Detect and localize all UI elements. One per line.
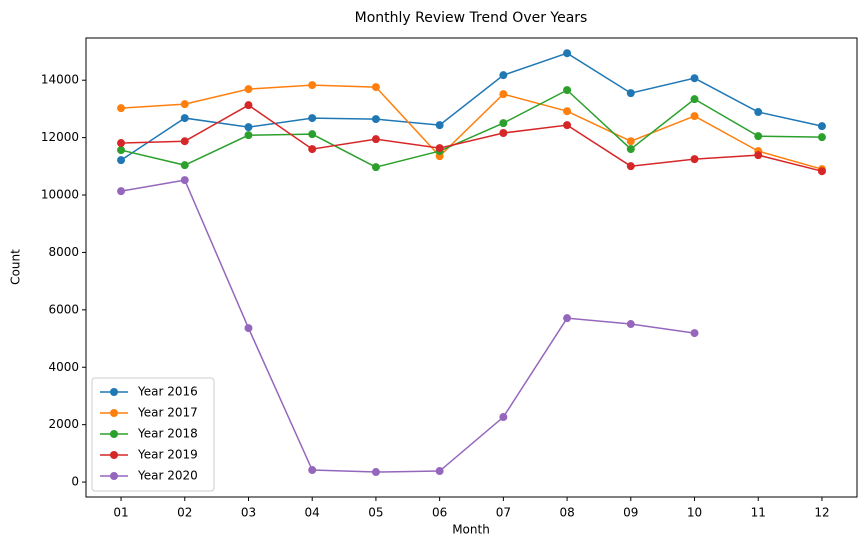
x-tick-label: 01 [113,506,128,520]
point [308,130,317,139]
legend-label: Year 2019 [137,448,198,462]
x-tick-label: 12 [814,506,829,520]
series-line [120,179,695,473]
legend-label: Year 2018 [137,427,198,441]
legend-box [91,377,215,492]
series-line [120,52,823,161]
legend-label: Year 2016 [137,385,198,399]
point [180,137,189,146]
point [244,85,253,94]
y-tick-label: 2000 [48,417,79,431]
legend-marker [110,451,118,459]
x-tick-label: 09 [623,506,638,520]
point [563,107,572,116]
x-tick-label: 06 [432,506,447,520]
point [626,89,635,98]
legend-marker [110,388,118,396]
point [371,115,380,124]
point [754,108,763,117]
point [626,137,635,146]
x-tick-label: 02 [177,506,192,520]
x-tick-label: 04 [305,506,320,520]
point [180,176,189,185]
x-tick-label: 05 [368,506,383,520]
y-tick-label: 12000 [41,130,79,144]
point [690,155,699,164]
x-tick-label: 07 [496,506,511,520]
point [563,49,572,58]
point [754,151,763,160]
point [817,122,826,131]
x-tick-label: 10 [687,506,702,520]
point [371,163,380,172]
legend-marker [110,472,118,480]
y-tick-label: 10000 [41,188,79,202]
plot-frame [85,37,858,498]
point [180,114,189,123]
legend-marker [110,430,118,438]
point [117,139,126,148]
x-tick-label: 03 [241,506,256,520]
x-tick-label: 08 [559,506,574,520]
y-tick-label: 6000 [48,302,79,316]
point [244,101,253,110]
point [563,121,572,130]
point [244,131,253,140]
point [817,133,826,142]
legend: Year 2016 Year 2017 Year 2018 Year 2019 Year… [91,377,215,492]
point [499,413,508,422]
chart-title: Monthly Review Trend Over Years [355,10,588,26]
point [308,145,317,154]
legend-marker [110,409,118,417]
point [690,329,699,338]
legend-label: Year 2020 [137,469,198,483]
x-axis-label: Month [452,523,490,537]
point [180,100,189,109]
point [499,119,508,128]
point [308,466,317,475]
point [117,146,126,155]
point [563,314,572,323]
point [244,123,253,132]
y-axis-label: Count [9,249,23,285]
point [690,74,699,83]
point [308,114,317,123]
point [690,95,699,104]
point [690,112,699,121]
y-tick-label: 8000 [48,245,79,259]
point [499,71,508,80]
legend-label: Year 2017 [137,406,198,420]
point [435,121,444,130]
point [371,135,380,144]
point [308,81,317,90]
point [371,468,380,477]
point [626,145,635,154]
point [435,467,444,476]
point [117,187,126,196]
point [626,162,635,171]
point [563,86,572,95]
point [117,104,126,113]
point [817,167,826,176]
point [371,83,380,92]
point [626,320,635,329]
series-line [121,104,823,172]
point [754,132,763,141]
point [244,324,253,333]
y-tick-label: 14000 [41,73,79,87]
y-tick-label: 0 [71,475,79,489]
series-line [120,84,823,170]
point [499,90,508,99]
series-line [120,89,822,168]
x-tick-label: 11 [751,506,766,520]
point [180,161,189,170]
point [499,129,508,138]
y-tick-label: 4000 [48,360,79,374]
point [435,144,444,153]
point [117,156,126,165]
